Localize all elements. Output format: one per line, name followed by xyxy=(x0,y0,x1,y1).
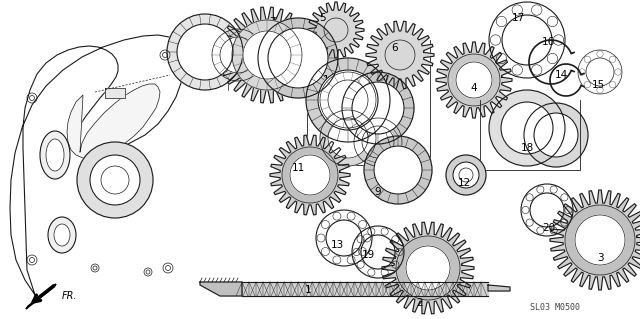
Text: 6: 6 xyxy=(392,43,398,53)
Circle shape xyxy=(342,72,414,144)
Polygon shape xyxy=(67,84,160,158)
Text: 4: 4 xyxy=(470,83,477,93)
Circle shape xyxy=(318,70,378,130)
Text: 5: 5 xyxy=(320,13,326,23)
Circle shape xyxy=(243,31,291,79)
Text: 1: 1 xyxy=(305,285,311,295)
Text: 20: 20 xyxy=(543,223,556,233)
Circle shape xyxy=(328,80,368,120)
Circle shape xyxy=(534,113,578,157)
Circle shape xyxy=(448,54,500,106)
Polygon shape xyxy=(26,284,56,309)
Text: 3: 3 xyxy=(596,253,604,263)
Text: 10: 10 xyxy=(323,75,335,85)
Circle shape xyxy=(374,146,422,194)
Circle shape xyxy=(396,236,460,300)
Polygon shape xyxy=(308,2,364,58)
Circle shape xyxy=(77,142,153,218)
Circle shape xyxy=(575,215,625,265)
Text: FR.: FR. xyxy=(62,291,77,301)
Text: 7: 7 xyxy=(269,17,275,27)
Text: 2: 2 xyxy=(417,298,423,308)
Polygon shape xyxy=(242,282,488,296)
Text: 12: 12 xyxy=(458,178,470,188)
Circle shape xyxy=(354,118,402,166)
Text: 15: 15 xyxy=(591,80,605,90)
Circle shape xyxy=(220,37,256,73)
Circle shape xyxy=(362,126,394,158)
Polygon shape xyxy=(366,21,434,89)
Circle shape xyxy=(282,147,338,203)
Polygon shape xyxy=(10,35,184,295)
Text: 16: 16 xyxy=(541,37,555,47)
Text: 14: 14 xyxy=(554,70,568,80)
Circle shape xyxy=(90,155,140,205)
Text: 19: 19 xyxy=(362,250,374,260)
Ellipse shape xyxy=(40,131,70,179)
Polygon shape xyxy=(550,190,640,290)
Polygon shape xyxy=(219,7,315,103)
Circle shape xyxy=(501,102,553,154)
Text: 8: 8 xyxy=(200,60,206,70)
Text: 13: 13 xyxy=(330,240,344,250)
Circle shape xyxy=(320,110,376,166)
Ellipse shape xyxy=(54,224,70,246)
Circle shape xyxy=(258,18,338,98)
Polygon shape xyxy=(200,282,242,296)
Circle shape xyxy=(268,28,328,88)
Circle shape xyxy=(167,14,243,90)
Text: 9: 9 xyxy=(374,187,381,197)
Circle shape xyxy=(232,20,302,90)
Circle shape xyxy=(352,82,404,134)
Circle shape xyxy=(524,103,588,167)
Text: SL03 M0500: SL03 M0500 xyxy=(530,303,580,313)
Polygon shape xyxy=(436,42,512,118)
Circle shape xyxy=(306,58,390,142)
Text: 17: 17 xyxy=(511,13,525,23)
Circle shape xyxy=(565,205,635,275)
Circle shape xyxy=(212,29,264,81)
Ellipse shape xyxy=(48,217,76,253)
Circle shape xyxy=(320,72,376,128)
Polygon shape xyxy=(270,135,350,215)
Circle shape xyxy=(290,155,330,195)
Circle shape xyxy=(453,162,479,188)
Circle shape xyxy=(456,62,492,98)
Ellipse shape xyxy=(46,139,64,171)
Text: 18: 18 xyxy=(520,143,534,153)
Circle shape xyxy=(328,118,368,158)
Polygon shape xyxy=(488,285,510,291)
Polygon shape xyxy=(382,222,474,314)
Circle shape xyxy=(364,136,432,204)
Circle shape xyxy=(406,246,450,290)
Circle shape xyxy=(177,24,233,80)
Polygon shape xyxy=(105,88,125,98)
Text: 11: 11 xyxy=(291,163,305,173)
Circle shape xyxy=(489,90,565,166)
Circle shape xyxy=(446,155,486,195)
